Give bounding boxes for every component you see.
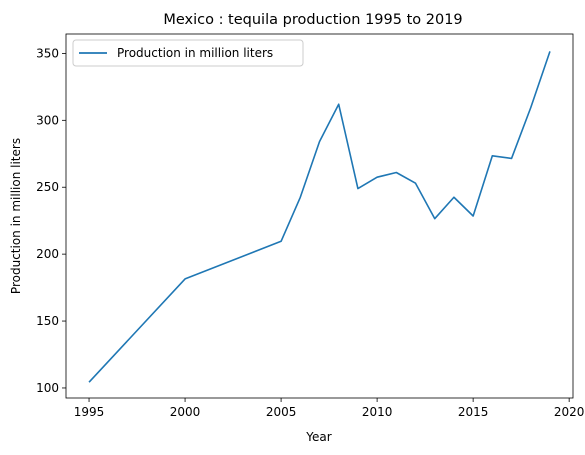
- legend-box: [72, 39, 304, 67]
- x-tick-label: 1995: [74, 405, 105, 419]
- y-tick-label: 250: [36, 180, 59, 194]
- x-tick-label: 2015: [458, 405, 489, 419]
- y-tick-label: 100: [36, 381, 59, 395]
- series-line-0: [88, 51, 551, 383]
- y-tick-label: 200: [36, 247, 59, 261]
- y-tick-label: 150: [36, 314, 59, 328]
- plot-frame: [65, 33, 574, 399]
- y-tick-label: 350: [36, 46, 59, 60]
- chart-title: Mexico : tequila production 1995 to 2019: [163, 12, 462, 28]
- y-axis: 100 150 200 250 300 350: [36, 46, 66, 395]
- x-tick-label: 2020: [554, 405, 585, 419]
- x-axis-label: Year: [305, 430, 331, 444]
- plot-area: [88, 51, 551, 383]
- x-tick-label: 2010: [362, 405, 393, 419]
- x-tick-label: 2000: [170, 405, 201, 419]
- legend-label: Production in million liters: [117, 46, 273, 60]
- y-axis-label: Production in million liters: [9, 138, 23, 294]
- x-tick-label: 2005: [266, 405, 297, 419]
- x-axis: 1995 2000 2005 2010 2015 2020: [74, 398, 585, 419]
- y-tick-label: 300: [36, 113, 59, 127]
- legend: Production in million liters: [72, 39, 304, 67]
